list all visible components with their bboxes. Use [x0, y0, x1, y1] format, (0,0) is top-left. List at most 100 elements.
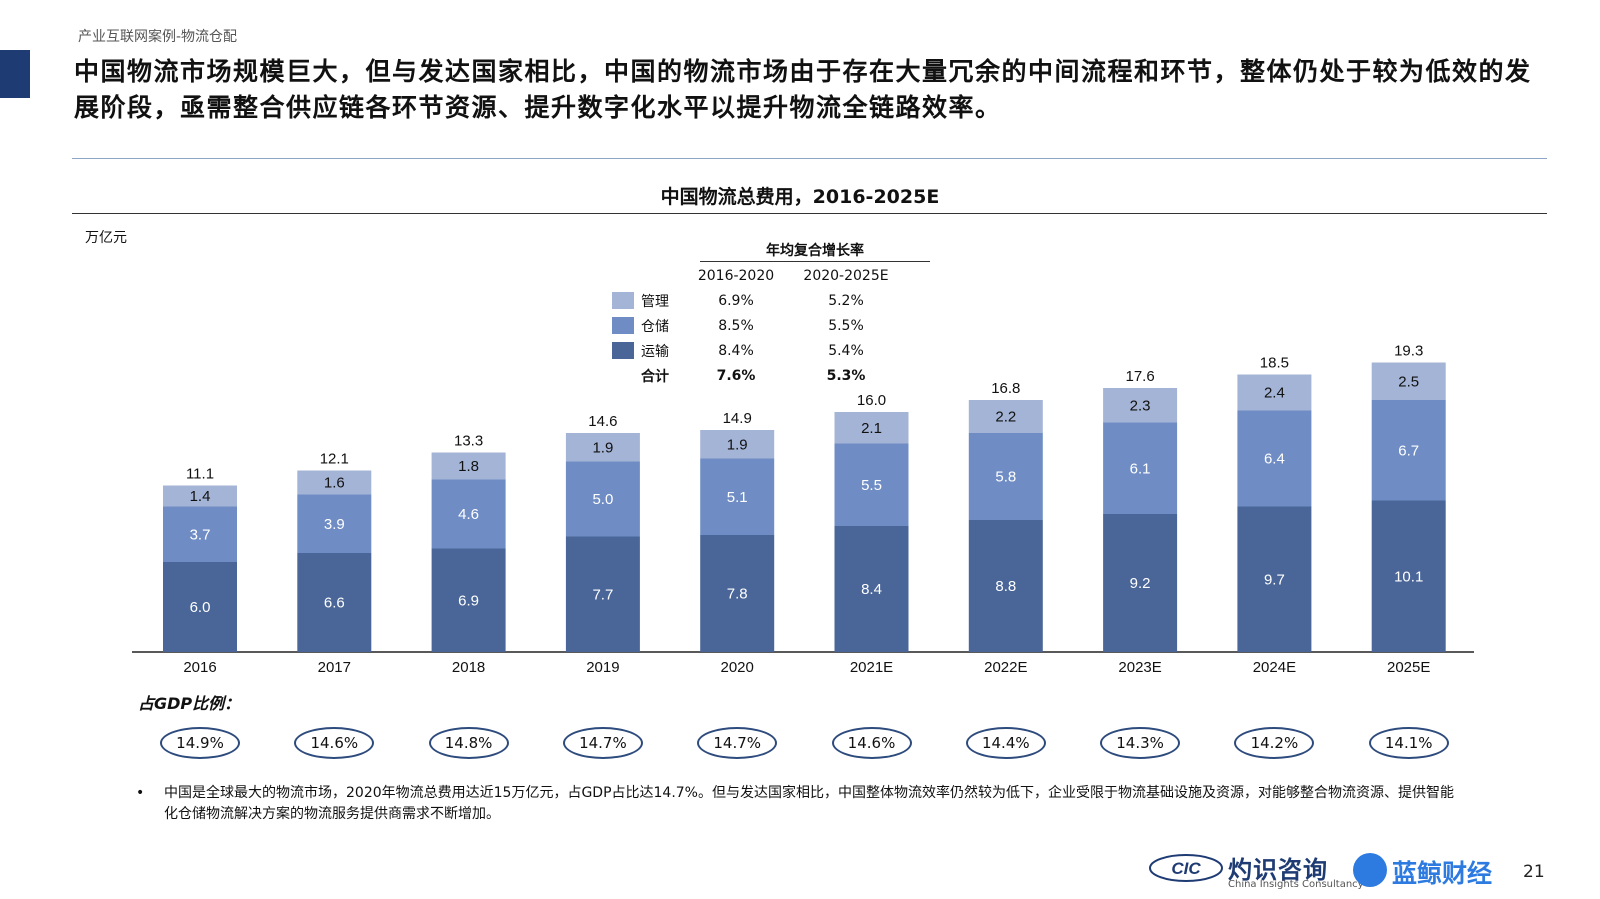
bar-value-label: 9.2: [1130, 575, 1151, 592]
cic-logo-text: CIC: [1171, 859, 1201, 878]
legend-swatch-warehousing: [612, 317, 634, 334]
bar-segment-0: [700, 535, 775, 652]
bar-segment-2: [834, 412, 909, 444]
x-tick-label: 2023E: [1118, 659, 1161, 676]
x-tick-label: 2016: [183, 659, 216, 676]
bar-value-label: 4.6: [458, 506, 479, 523]
cagr-period-2: 2020-2025E: [803, 268, 889, 284]
x-tick-label: 2019: [586, 659, 619, 676]
cagr-value: 5.4%: [828, 343, 864, 359]
bar-segment-0: [565, 536, 640, 652]
chart-title-rule: [72, 213, 1547, 214]
bar-segment-1: [1237, 410, 1312, 507]
bar-value-label: 3.9: [324, 516, 345, 533]
bar-segment-0: [1103, 514, 1178, 652]
x-tick-label: 2025E: [1387, 659, 1430, 676]
bar-value-label: 3.7: [190, 526, 211, 543]
footnote-bullet: •: [136, 785, 145, 801]
bar-value-label: 2.2: [995, 409, 1016, 426]
cagr-value: 5.2%: [828, 293, 864, 309]
bar-segment-0: [1371, 500, 1446, 652]
bar-segment-1: [968, 433, 1043, 520]
bar-total-label: 17.6: [1125, 368, 1154, 385]
gdp-share-value: 14.1%: [1368, 727, 1449, 759]
bar-value-label: 6.6: [324, 595, 345, 612]
bar-value-label: 9.7: [1264, 571, 1285, 588]
bar-value-label: 5.5: [861, 477, 882, 494]
page-number: 21: [1523, 862, 1545, 882]
cagr-rule: [700, 261, 930, 262]
bar-segment-2: [700, 430, 775, 459]
bar-segment-2: [1237, 374, 1312, 411]
bar-value-label: 8.8: [995, 578, 1016, 595]
cagr-period-1: 2016-2020: [697, 268, 775, 284]
bar-value-label: 1.9: [592, 439, 613, 456]
legend-swatch-management: [612, 292, 634, 309]
bar-value-label: 5.8: [995, 469, 1016, 486]
bar-total-label: 14.6: [588, 413, 617, 430]
bar-segment-0: [968, 520, 1043, 652]
bar-value-label: 1.6: [324, 475, 345, 492]
bar-value-label: 7.8: [727, 586, 748, 603]
bar-value-label: 2.3: [1130, 397, 1151, 414]
bar-segment-2: [297, 470, 372, 495]
bar-value-label: 10.1: [1394, 568, 1423, 585]
unit-label: 万亿元: [85, 230, 127, 246]
gdp-share-value: 14.4%: [965, 727, 1046, 759]
bar-value-label: 6.7: [1398, 442, 1419, 459]
cagr-value: 8.5%: [718, 318, 754, 334]
bar-value-label: 6.1: [1130, 460, 1151, 477]
bar-segment-0: [297, 553, 372, 652]
bar-segment-2: [565, 433, 640, 462]
bar-segment-1: [1371, 400, 1446, 501]
cagr-value-total: 5.3%: [826, 368, 866, 384]
gdp-share-value: 14.2%: [1234, 727, 1315, 759]
x-tick-label: 2021E: [850, 659, 893, 676]
bar-segment-2: [163, 485, 237, 507]
bar-segment-1: [163, 506, 237, 562]
footnote-text: 中国是全球最大的物流市场，2020年物流总费用达近15万亿元，占GDP占比达14…: [164, 785, 1454, 822]
bar-segment-1: [297, 494, 372, 553]
footnote: • 中国是全球最大的物流市场，2020年物流总费用达近15万亿元，占GDP占比达…: [136, 783, 1460, 825]
lanjing-logo-text: 蓝鲸财经: [1392, 859, 1493, 888]
legend-swatch-transport: [612, 342, 634, 359]
gdp-share-value: 14.8%: [428, 727, 509, 759]
bar-segment-1: [700, 458, 775, 535]
gdp-share-label: 占GDP比例：: [138, 694, 241, 713]
bar-segment-2: [968, 400, 1043, 433]
x-tick-label: 2018: [452, 659, 485, 676]
bar-segment-0: [431, 548, 506, 652]
bar-total-label: 13.3: [454, 433, 483, 450]
bar-segment-0: [834, 526, 909, 652]
page-headline: 中国物流市场规模巨大，但与发达国家相比，中国的物流市场由于存在大量冗余的中间流程…: [74, 57, 1532, 122]
bar-value-label: 1.9: [727, 436, 748, 453]
gdp-share-value: 14.9%: [160, 727, 240, 759]
bar-value-label: 1.8: [458, 458, 479, 475]
cagr-value: 6.9%: [718, 293, 754, 309]
logo-en-name: China Insights Consultancy: [1228, 879, 1364, 890]
bar-total-label: 19.3: [1394, 343, 1423, 360]
bar-value-label: 1.4: [190, 488, 211, 505]
whale-logo-icon: [1353, 853, 1387, 887]
bar-value-label: 6.9: [458, 592, 479, 609]
x-tick-label: 2020: [721, 659, 754, 676]
divider-top: [72, 158, 1547, 159]
bar-value-label: 2.1: [861, 420, 882, 437]
cagr-value: 5.5%: [828, 318, 864, 334]
gdp-share-value: 14.6%: [831, 727, 912, 759]
bar-value-label: 5.1: [727, 489, 748, 506]
cagr-value: 8.4%: [718, 343, 754, 359]
logo-cn-name: 灼识咨询: [1228, 856, 1328, 884]
bar-value-label: 7.7: [592, 586, 613, 603]
cagr-title: 年均复合增长率: [766, 243, 864, 259]
bar-total-label: 18.5: [1260, 355, 1289, 372]
bar-segment-1: [834, 443, 909, 526]
cagr-value-total: 7.6%: [716, 368, 756, 384]
bar-value-label: 6.0: [190, 599, 211, 616]
bar-total-label: 16.8: [991, 380, 1020, 397]
bar-segment-2: [1371, 362, 1446, 400]
accent-bar: [0, 50, 30, 98]
bar-value-label: 5.0: [592, 491, 613, 508]
cic-logo-icon: CIC: [1149, 854, 1223, 882]
